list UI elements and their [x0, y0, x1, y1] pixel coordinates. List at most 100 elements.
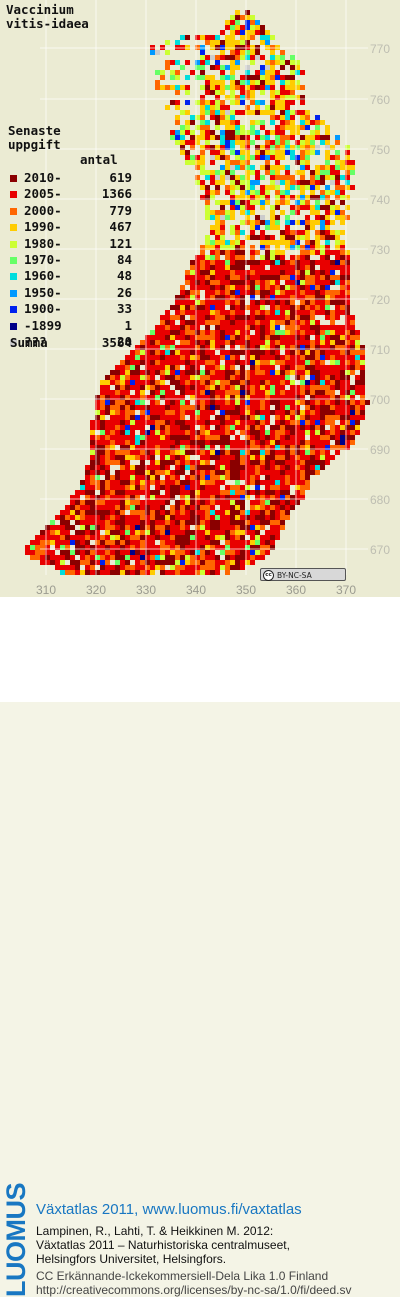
occurrence-cell	[330, 230, 335, 235]
occurrence-cell	[85, 505, 90, 510]
occurrence-cell	[230, 465, 235, 470]
occurrence-cell	[280, 260, 285, 265]
occurrence-cell	[240, 80, 245, 85]
occurrence-cell	[175, 445, 180, 450]
atlas-title-link[interactable]: Växtatlas 2011, www.luomus.fi/vaxtatlas	[36, 1201, 302, 1218]
occurrence-cell	[275, 240, 280, 245]
occurrence-cell	[250, 295, 255, 300]
occurrence-cell	[320, 385, 325, 390]
occurrence-cell	[145, 480, 150, 485]
occurrence-cell	[240, 110, 245, 115]
occurrence-cell	[265, 155, 270, 160]
occurrence-cell	[270, 250, 275, 255]
occurrence-cell	[250, 470, 255, 475]
occurrence-cell	[285, 380, 290, 385]
occurrence-cell	[160, 405, 165, 410]
occurrence-cell	[205, 75, 210, 80]
occurrence-cell	[95, 505, 100, 510]
occurrence-cell	[285, 135, 290, 140]
occurrence-cell	[240, 390, 245, 395]
occurrence-cell	[125, 525, 130, 530]
legend-label: 1950-	[24, 284, 62, 300]
occurrence-cell	[215, 530, 220, 535]
occurrence-cell	[210, 475, 215, 480]
occurrence-cell	[305, 365, 310, 370]
occurrence-cell	[235, 390, 240, 395]
occurrence-cell	[260, 430, 265, 435]
occurrence-cell	[205, 360, 210, 365]
occurrence-cell	[180, 315, 185, 320]
occurrence-cell	[325, 195, 330, 200]
occurrence-cell	[200, 180, 205, 185]
occurrence-cell	[220, 230, 225, 235]
occurrence-cell	[190, 115, 195, 120]
occurrence-cell	[130, 475, 135, 480]
occurrence-cell	[125, 500, 130, 505]
occurrence-cell	[265, 370, 270, 375]
occurrence-cell	[165, 315, 170, 320]
occurrence-cell	[295, 80, 300, 85]
occurrence-cell	[295, 65, 300, 70]
occurrence-cell	[285, 365, 290, 370]
occurrence-cell	[330, 170, 335, 175]
license-url-link[interactable]: http://creativecommons.org/licenses/by-n…	[36, 1283, 352, 1297]
cc-license-badge[interactable]: cc BY-NC-SA	[260, 568, 346, 581]
occurrence-cell	[200, 195, 205, 200]
occurrence-cell	[105, 525, 110, 530]
occurrence-cell	[200, 430, 205, 435]
occurrence-cell	[195, 565, 200, 570]
occurrence-cell	[310, 395, 315, 400]
occurrence-cell	[360, 415, 365, 420]
occurrence-cell	[335, 370, 340, 375]
occurrence-cell	[260, 25, 265, 30]
occurrence-cell	[325, 235, 330, 240]
occurrence-cell	[90, 480, 95, 485]
occurrence-cell	[265, 275, 270, 280]
occurrence-cell	[345, 270, 350, 275]
occurrence-cell	[220, 560, 225, 565]
occurrence-cell	[265, 410, 270, 415]
occurrence-cell	[275, 260, 280, 265]
occurrence-cell	[235, 160, 240, 165]
occurrence-cell	[180, 505, 185, 510]
occurrence-cell	[175, 560, 180, 565]
occurrence-cell	[180, 390, 185, 395]
occurrence-cell	[175, 555, 180, 560]
legend-swatch	[10, 191, 17, 199]
occurrence-cell	[120, 530, 125, 535]
occurrence-cell	[115, 400, 120, 405]
occurrence-cell	[250, 475, 255, 480]
occurrence-cell	[150, 515, 155, 520]
occurrence-cell	[320, 290, 325, 295]
occurrence-cell	[215, 475, 220, 480]
occurrence-cell	[325, 125, 330, 130]
occurrence-cell	[305, 265, 310, 270]
occurrence-cell	[285, 295, 290, 300]
occurrence-cell	[195, 60, 200, 65]
occurrence-cell	[295, 450, 300, 455]
occurrence-cell	[240, 535, 245, 540]
occurrence-cell	[210, 250, 215, 255]
occurrence-cell	[205, 490, 210, 495]
occurrence-cell	[195, 135, 200, 140]
occurrence-cell	[255, 470, 260, 475]
occurrence-cell	[230, 110, 235, 115]
occurrence-cell	[285, 500, 290, 505]
occurrence-cell	[280, 305, 285, 310]
occurrence-cell	[290, 195, 295, 200]
occurrence-cell	[170, 445, 175, 450]
occurrence-cell	[120, 450, 125, 455]
occurrence-cell	[235, 275, 240, 280]
occurrence-cell	[245, 155, 250, 160]
occurrence-cell	[100, 405, 105, 410]
occurrence-cell	[165, 535, 170, 540]
occurrence-cell	[200, 385, 205, 390]
occurrence-cell	[290, 240, 295, 245]
occurrence-cell	[275, 500, 280, 505]
occurrence-cell	[100, 545, 105, 550]
occurrence-cell	[100, 470, 105, 475]
occurrence-cell	[145, 395, 150, 400]
occurrence-cell	[115, 535, 120, 540]
occurrence-cell	[190, 330, 195, 335]
occurrence-cell	[360, 370, 365, 375]
